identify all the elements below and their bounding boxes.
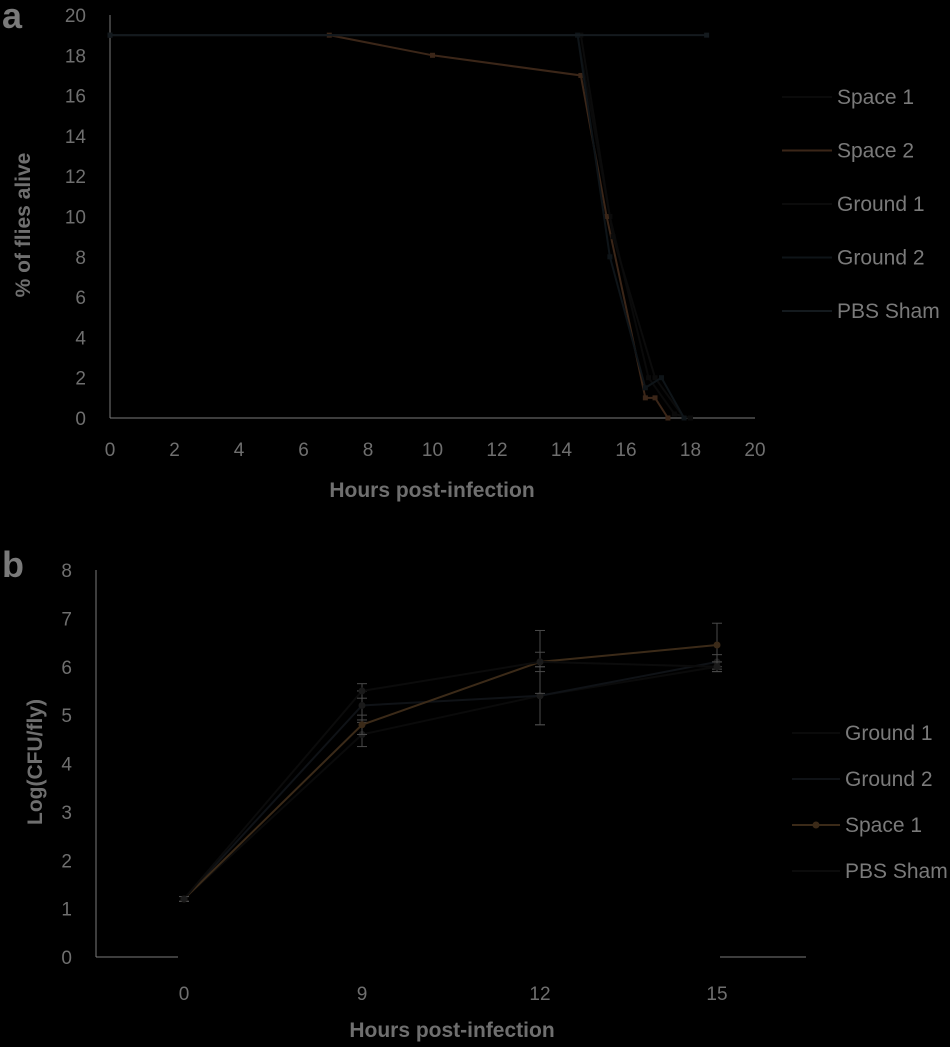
data-point: [713, 641, 721, 649]
legend-label-ground-1: Ground 1: [837, 193, 925, 216]
data-point: [681, 415, 687, 421]
x-axis-title: Hours post-infection: [329, 479, 534, 502]
y-tick-label: 10: [65, 208, 86, 229]
panel-b-label: b: [2, 544, 24, 585]
y-tick-label: 6: [61, 658, 72, 679]
y-tick-label: 8: [61, 561, 72, 582]
data-point: [713, 663, 721, 671]
y-axis-title: % of flies alive: [12, 153, 35, 298]
legend-label-ground-2: Ground 2: [837, 247, 925, 270]
data-point: [107, 32, 113, 38]
y-tick-label: 7: [61, 609, 72, 630]
data-point: [646, 375, 652, 381]
y-tick-label: 4: [61, 755, 72, 776]
y-tick-label: 12: [65, 167, 86, 188]
series-line-ground-2: [183, 660, 718, 900]
y-tick-label: 6: [75, 288, 86, 309]
y-tick-label: 2: [75, 369, 86, 390]
y-tick-label: 0: [75, 409, 86, 430]
data-point: [665, 415, 671, 421]
x-axis-title: Hours post-infection: [349, 1019, 554, 1042]
legend-marker-space-1: [812, 821, 820, 829]
x-tick-label: 6: [298, 440, 309, 461]
x-tick-label: 14: [551, 440, 573, 461]
data-point: [358, 701, 366, 709]
x-tick-label: 18: [680, 440, 701, 461]
x-tick-label: 9: [357, 984, 368, 1005]
legend-label-ground-1: Ground 1: [845, 722, 933, 745]
x-tick-label: 20: [744, 440, 765, 461]
y-tick-label: 0: [61, 948, 72, 969]
legend-label-pbs-sham: PBS Sham: [837, 300, 940, 323]
legend-label-space-2: Space 2: [837, 140, 914, 163]
x-tick-label: 2: [169, 440, 180, 461]
data-point: [658, 375, 664, 381]
data-point: [671, 411, 677, 417]
y-axis-title: Log(CFU/fly): [24, 699, 47, 825]
data-point: [642, 395, 648, 401]
data-point: [604, 214, 610, 219]
legend-label-space-1: Space 1: [837, 86, 914, 109]
y-tick-label: 8: [75, 248, 86, 269]
series-line-pbs-sham: [183, 660, 718, 900]
legend-label-space-1: Space 1: [845, 814, 922, 837]
x-tick-label: 0: [105, 440, 116, 461]
x-tick-label: 12: [486, 440, 507, 461]
data-point: [578, 72, 584, 78]
data-point: [642, 385, 648, 391]
y-tick-label: 3: [61, 803, 72, 824]
legend-label-pbs-sham: PBS Sham: [845, 860, 948, 883]
y-tick-label: 5: [61, 706, 72, 727]
data-point: [607, 254, 613, 260]
data-point: [688, 415, 693, 421]
y-tick-label: 14: [65, 127, 87, 148]
y-tick-label: 16: [65, 87, 86, 108]
x-tick-label: 4: [234, 440, 245, 461]
x-tick-label: 0: [179, 984, 190, 1005]
data-point: [180, 895, 188, 903]
x-tick-label: 15: [706, 984, 727, 1005]
x-tick-label: 8: [363, 440, 374, 461]
data-point: [704, 32, 710, 38]
chart-a: 0 2 4 6 8 10 12 14 16 18 20 0 2 4 6 8 10 12 14 16 18 20 Hours …: [12, 6, 940, 502]
data-point: [652, 375, 658, 381]
data-point: [610, 234, 616, 240]
data-point: [358, 721, 366, 729]
data-point: [536, 658, 544, 666]
data-point: [430, 52, 435, 58]
legend-label-ground-2: Ground 2: [845, 768, 933, 791]
y-tick-label: 18: [65, 46, 86, 67]
panel-a-label: a: [2, 0, 23, 36]
x-tick-label: 16: [615, 440, 636, 461]
x-tick-label: 10: [422, 440, 443, 461]
series-line-space-1: [183, 643, 718, 900]
y-tick-label: 2: [61, 851, 72, 872]
data-point: [652, 395, 658, 401]
data-point: [536, 692, 544, 700]
x-tick-label: 12: [529, 984, 550, 1005]
y-tick-label: 4: [75, 328, 86, 349]
series-line-ground-1: [183, 665, 718, 900]
y-tick-label: 20: [65, 6, 86, 27]
data-point: [358, 687, 366, 695]
y-tick-label: 1: [61, 900, 72, 921]
